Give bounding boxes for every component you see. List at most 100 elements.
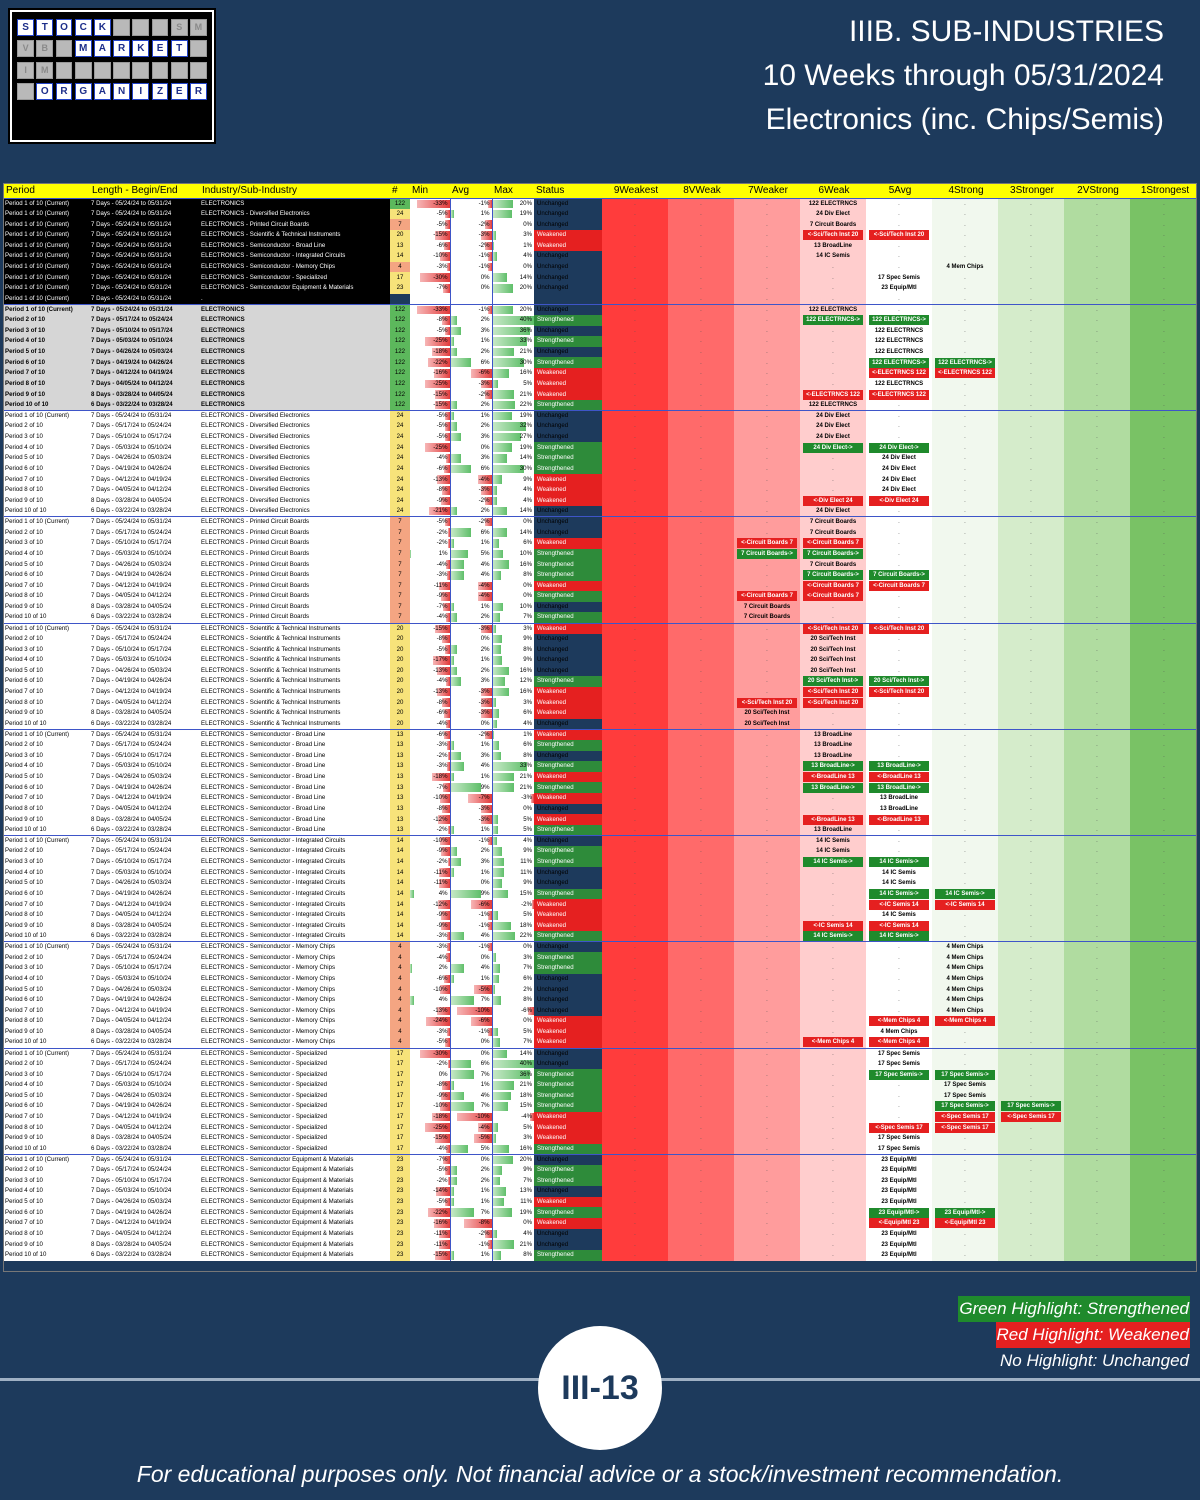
table-row: Period 1 of 10 (Current) 7 Days - 05/24/2…	[4, 516, 1196, 528]
dot-marker: .	[964, 752, 966, 759]
dot-marker: .	[1030, 625, 1032, 632]
count-cell: 4	[390, 963, 410, 974]
zone-cell: .	[1130, 1196, 1196, 1208]
zone-cell: .	[932, 835, 998, 847]
dot-marker: .	[766, 1252, 768, 1259]
zone-cell: .	[734, 1196, 800, 1208]
max-value: 8%	[523, 1251, 532, 1259]
dot-marker: .	[832, 264, 834, 271]
dot-marker: .	[766, 667, 768, 674]
zone-cell: .	[668, 1196, 734, 1208]
zone-cell: .	[932, 1143, 998, 1155]
dot-marker: .	[832, 1199, 834, 1206]
zone-cell: .	[800, 346, 866, 358]
dot-marker: .	[634, 317, 636, 324]
dot-marker: .	[766, 954, 768, 961]
dot-marker: .	[1163, 508, 1165, 515]
dot-marker: .	[700, 1018, 702, 1025]
zone-cell: .	[668, 793, 734, 804]
dot-marker: .	[1096, 1124, 1098, 1131]
max-value: 4%	[523, 837, 532, 845]
avg-cell: -8%	[449, 1218, 493, 1229]
max-cell: 7%	[492, 1175, 534, 1187]
zone-cell: 122 ELECTRNCS	[800, 197, 866, 209]
zone-cell: 23 Equip/Mtl->	[932, 1207, 998, 1218]
table-row: Period 1 of 10 (Current) 7 Days - 05/24/2…	[4, 197, 1196, 209]
count-cell: 20	[390, 718, 410, 730]
period-cell: Period 3 of 10	[4, 644, 90, 655]
zone-cell: .	[1064, 708, 1130, 719]
dot-marker: .	[700, 944, 702, 951]
dot-marker: .	[964, 444, 966, 451]
dot-marker: .	[1096, 784, 1098, 791]
zone-cell: .	[1130, 325, 1196, 337]
dot-marker: .	[964, 869, 966, 876]
zone-cell: <-Div Elect 24	[800, 495, 866, 507]
status-cell: Weakened	[534, 538, 602, 549]
industry-cell: ELECTRONICS - Scientific & Technical Ins…	[200, 686, 390, 698]
zone-cell: .	[1130, 357, 1196, 368]
avg-cell: 2%	[449, 846, 493, 857]
zone-cell: .	[932, 399, 998, 411]
zone-cell: .	[932, 1175, 998, 1187]
zone-cell: .	[668, 208, 734, 220]
dot-marker: .	[1030, 975, 1032, 982]
min-cell: -3%	[410, 941, 450, 953]
dot-marker: .	[898, 699, 900, 706]
dot-marker: .	[898, 200, 900, 207]
zone-cell: .	[866, 1111, 932, 1123]
zone-cell: .	[932, 718, 998, 730]
zone-cell: <-Equip/Mtl 23	[932, 1218, 998, 1229]
count-cell: 23	[390, 1249, 410, 1261]
length-cell: 7 Days - 05/10/24 to 05/17/24	[90, 644, 200, 655]
min-bar	[424, 443, 450, 452]
zone-cell: .	[734, 1101, 800, 1112]
period-cell: Period 1 of 10 (Current)	[4, 835, 90, 847]
count-cell: 20	[390, 708, 410, 719]
zone-cell: .	[668, 569, 734, 581]
min-value: -30%	[433, 1049, 448, 1057]
dot-marker: .	[634, 210, 636, 217]
dot-marker: .	[1030, 401, 1032, 408]
zone-cell: .	[734, 399, 800, 411]
zone-cell: .	[800, 984, 866, 995]
status-cell: Weakened	[534, 899, 602, 910]
zone-label: 4 Mem Chips	[946, 1007, 984, 1014]
zone-cell: .	[1130, 1101, 1196, 1112]
avg-cell: -7%	[449, 793, 493, 804]
length-cell: 7 Days - 05/24/24 to 05/31/24	[90, 1047, 200, 1059]
period-cell: Period 7 of 10	[4, 580, 90, 592]
dot-marker: .	[1030, 635, 1032, 642]
dot-marker: .	[700, 635, 702, 642]
dot-marker: .	[1096, 625, 1098, 632]
zone-cell: .	[866, 718, 932, 730]
status-cell: Unchanged	[534, 516, 602, 528]
zone-cell: .	[998, 952, 1064, 963]
avg-bar	[481, 709, 491, 718]
industry-cell: ELECTRONICS - Semiconductor - Broad Line	[200, 814, 390, 825]
zone-cell: .	[1130, 931, 1196, 942]
zone-cell: .	[668, 633, 734, 645]
max-value: 21%	[519, 783, 532, 791]
min-cell: -12%	[410, 899, 450, 910]
zone-label: 4 Mem Chips	[946, 944, 984, 951]
zone-cell: .	[1064, 1218, 1130, 1229]
zone-cell: .	[734, 824, 800, 836]
zone-label: <-Div Elect 24	[869, 495, 929, 506]
min-bar	[438, 868, 450, 877]
zone-cell: .	[1130, 941, 1196, 953]
zone-cell: .	[1130, 580, 1196, 592]
count-cell: 7	[390, 559, 410, 570]
max-bar	[492, 1165, 502, 1175]
zone-cell: .	[998, 739, 1064, 751]
max-bar	[492, 358, 524, 367]
zone-cell: .	[932, 336, 998, 347]
dot-marker: .	[964, 614, 966, 621]
dot-marker: .	[1030, 550, 1032, 557]
dot-marker: .	[1163, 912, 1165, 919]
avg-value: 1%	[480, 337, 490, 345]
dot-marker: .	[898, 752, 900, 759]
zone-cell: .	[998, 1164, 1064, 1176]
dot-marker: .	[964, 848, 966, 855]
table-row: Period 5 of 10 7 Days - 04/26/24 to 05/03…	[4, 453, 1196, 464]
